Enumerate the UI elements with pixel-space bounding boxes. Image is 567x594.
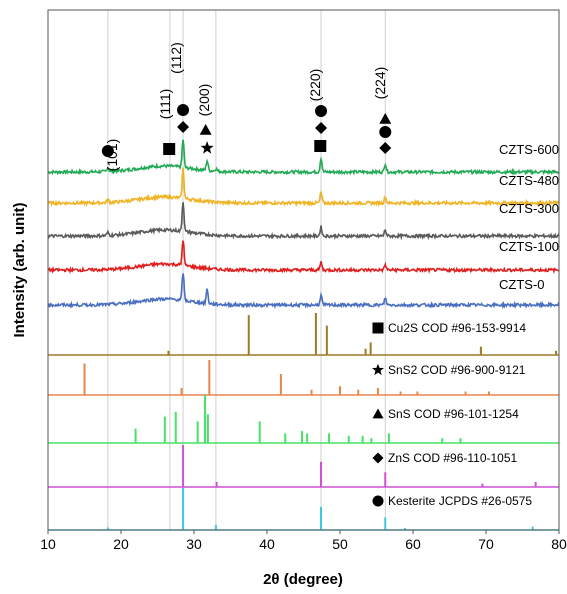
circle-icon [372,495,384,507]
series-group: CZTS-600 CZTS-480 CZTS-300 CZTS-100 CZTS-0 [47,139,560,310]
circle-icon [177,104,190,116]
diamond-icon [372,452,384,464]
series-label: CZTS-300 [499,201,559,216]
y-axis-label: Intensity (arb. unit) [11,202,28,337]
x-tick-label: 60 [405,536,421,552]
series-line [47,240,560,275]
square-icon [372,322,384,334]
triangle-icon [372,408,384,419]
miller-index-label: (220) [307,69,323,102]
annotation-group: (101)(111)(112)(200)(220)(224) [101,42,392,171]
series-line [47,202,560,241]
x-tick-label: 10 [40,536,56,552]
triangle-icon [379,113,392,124]
series-label: CZTS-600 [499,142,559,157]
x-tick-label: 40 [259,536,275,552]
circle-icon [315,105,328,117]
diamond-icon [315,122,328,134]
star-icon [200,141,214,154]
diamond-icon [379,142,392,154]
x-tick-label: 50 [332,536,348,552]
miller-index-label: (200) [196,84,212,117]
axes-group: 10 20 30 40 50 60 70 80 [40,530,567,552]
series-label: CZTS-100 [499,239,559,254]
diamond-icon [177,121,190,133]
x-axis-label: 2θ (degree) [263,571,343,588]
reference-group: Cu2S COD #96-153-9914 SnS2 COD #96-900-91… [48,313,559,531]
reference-label: ZnS COD #96-110-1051 [388,451,518,465]
reference-label: SnS2 COD #96-900-9121 [388,363,526,377]
circle-icon [379,126,392,138]
x-tick-label: 70 [478,536,494,552]
series-line [47,167,560,208]
reference-label: Kesterite JCPDS #26-0575 [388,494,532,508]
star-icon [372,363,384,376]
x-tick-label: 20 [113,536,129,552]
reference-label: SnS COD #96-101-1254 [388,407,519,421]
miller-index-label: (111) [157,89,173,120]
x-tick-label: 80 [551,536,567,552]
series-line [47,273,560,310]
series-label: CZTS-0 [499,277,545,292]
x-tick-label: 30 [186,536,202,552]
plot-frame [47,9,560,531]
square-icon [314,140,327,152]
square-icon [163,143,176,155]
series-label: CZTS-480 [499,173,559,188]
circle-icon [101,145,114,157]
series-line [47,139,560,177]
reference-label: Cu2S COD #96-153-9914 [388,321,526,335]
miller-index-label: (224) [372,67,388,100]
triangle-icon [199,124,212,135]
miller-index-label: (112) [168,42,184,74]
